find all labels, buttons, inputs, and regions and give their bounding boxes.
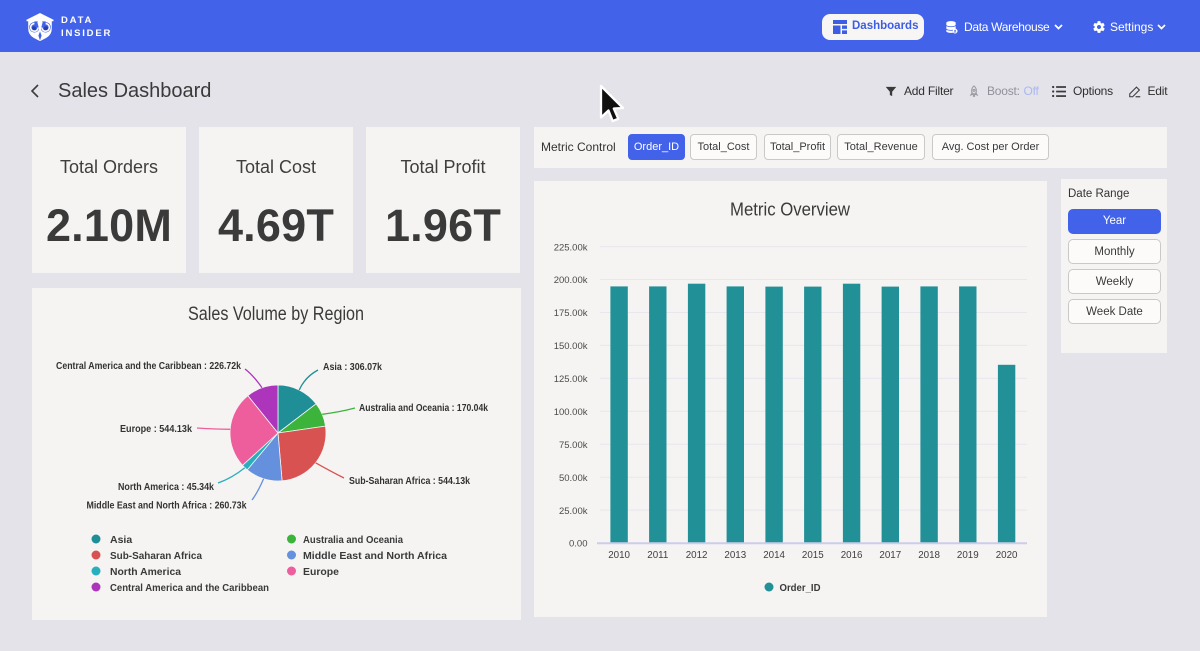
svg-text:100.00k: 100.00k: [554, 407, 588, 418]
svg-text:225.00k: 225.00k: [554, 242, 588, 253]
svg-text:2015: 2015: [802, 550, 824, 561]
svg-text:Asia: Asia: [110, 534, 132, 546]
svg-text:200.00k: 200.00k: [554, 275, 588, 286]
svg-text:2013: 2013: [724, 550, 746, 561]
svg-text:150.00k: 150.00k: [554, 341, 588, 352]
svg-text:50.00k: 50.00k: [559, 473, 588, 484]
svg-text:Europe: Europe: [303, 566, 339, 578]
svg-text:2020: 2020: [996, 550, 1018, 561]
svg-text:175.00k: 175.00k: [554, 308, 588, 319]
svg-text:Middle East and North Africa :: Middle East and North Africa : 260.73k: [87, 500, 247, 512]
svg-text:2019: 2019: [957, 550, 979, 561]
svg-text:Sales Volume by Region: Sales Volume by Region: [188, 304, 364, 325]
svg-text:North America: North America: [110, 566, 181, 578]
svg-text:Australia and Oceania: Australia and Oceania: [303, 534, 403, 546]
svg-text:2017: 2017: [879, 550, 901, 561]
svg-text:Metric Overview: Metric Overview: [730, 200, 851, 220]
svg-text:2011: 2011: [647, 550, 668, 561]
svg-text:Middle East and North Africa: Middle East and North Africa: [303, 550, 447, 562]
svg-text:2014: 2014: [763, 550, 785, 561]
svg-text:75.00k: 75.00k: [559, 440, 588, 451]
svg-text:2016: 2016: [841, 550, 863, 561]
svg-text:0.00: 0.00: [569, 538, 588, 549]
svg-text:125.00k: 125.00k: [554, 374, 588, 385]
svg-text:Order_ID: Order_ID: [780, 582, 821, 594]
svg-text:25.00k: 25.00k: [559, 506, 588, 517]
svg-text:Sub-Saharan Africa: Sub-Saharan Africa: [110, 550, 202, 562]
svg-text:Australia and Oceania : 170.04: Australia and Oceania : 170.04k: [359, 402, 488, 414]
svg-text:Europe : 544.13k: Europe : 544.13k: [120, 423, 192, 435]
svg-text:2012: 2012: [686, 550, 708, 561]
svg-text:2018: 2018: [918, 550, 940, 561]
svg-text:North America : 45.34k: North America : 45.34k: [118, 481, 214, 493]
svg-text:Asia : 306.07k: Asia : 306.07k: [323, 361, 382, 373]
svg-text:Central America and the Caribb: Central America and the Caribbean: [110, 582, 269, 594]
svg-text:2010: 2010: [608, 550, 630, 561]
svg-text:Sub-Saharan Africa : 544.13k: Sub-Saharan Africa : 544.13k: [349, 475, 470, 487]
svg-text:Central America and the Caribb: Central America and the Caribbean : 226.…: [56, 360, 241, 372]
